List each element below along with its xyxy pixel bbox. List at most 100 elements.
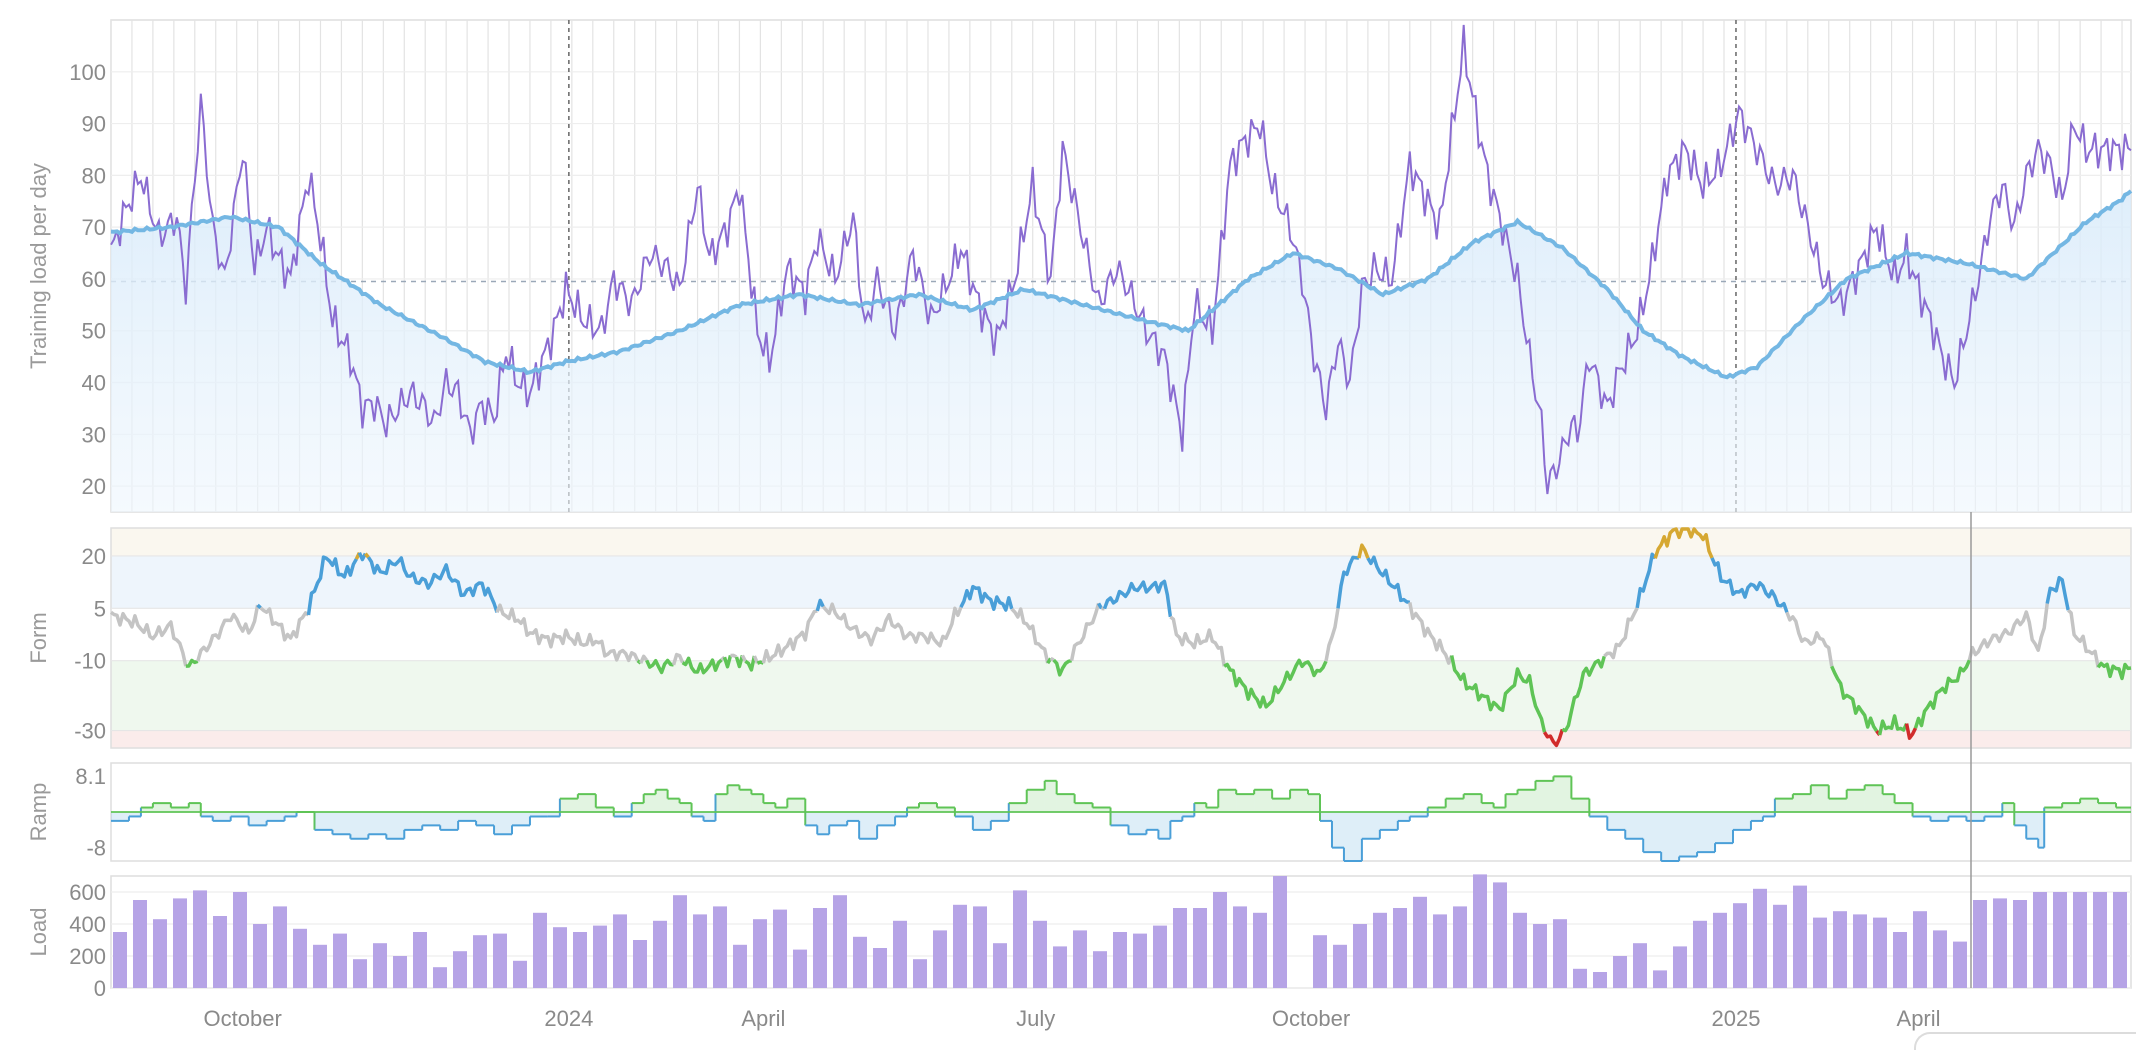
ramp-area-step — [595, 807, 614, 812]
weekly-load-bar — [2013, 900, 2027, 988]
ramp-area-step — [1762, 812, 1775, 817]
bars-y-axis-label: Load — [26, 908, 51, 957]
load-y-tick: 80 — [82, 163, 106, 188]
ramp-area-step — [1182, 812, 1195, 817]
ramp-area-step — [494, 812, 513, 835]
weekly-load-bar — [873, 948, 887, 988]
form-line-segment — [256, 603, 262, 610]
weekly-load-bar — [493, 933, 507, 988]
ramp-area-step — [1864, 785, 1883, 812]
weekly-load-bar — [853, 936, 867, 988]
weekly-load-bar — [1913, 911, 1927, 988]
ramp-area-step — [1158, 812, 1171, 839]
ramp-area-step — [727, 785, 740, 812]
weekly-load-bar — [573, 932, 587, 988]
weekly-load-bar — [1873, 917, 1887, 988]
weekly-load-bar — [1153, 925, 1167, 988]
form-line-segment — [959, 584, 1014, 612]
ramp-area-step — [643, 794, 656, 812]
ramp-area-step — [1110, 812, 1129, 826]
bars-y-tick: 0 — [94, 976, 106, 1001]
weekly-load-bar — [813, 908, 827, 988]
weekly-load-bar — [2053, 892, 2067, 988]
ramp-area-step — [1930, 812, 1949, 821]
bars-y-tick: 200 — [69, 944, 106, 969]
weekly-load-bar — [1673, 946, 1687, 988]
ramp-area-step — [1625, 812, 1644, 839]
ramp-area-step — [990, 812, 1009, 821]
ramp-area-step — [152, 803, 171, 812]
weekly-load-bar — [393, 956, 407, 988]
ramp-area-step — [631, 803, 644, 812]
bars-y-tick: 400 — [69, 912, 106, 937]
weekly-load-bar — [1613, 956, 1627, 988]
weekly-load-bar — [1133, 933, 1147, 988]
form-line-segment — [357, 551, 367, 562]
ramp-area-step — [1774, 798, 1793, 812]
weekly-load-bar — [473, 935, 487, 988]
weekly-load-bar — [793, 949, 807, 988]
form-line-segment — [1603, 607, 1639, 660]
form-line-segment — [1357, 543, 1370, 559]
ramp-area-step — [1409, 812, 1428, 817]
form-line-segment — [1049, 656, 1055, 662]
ramp-area-step — [458, 812, 477, 821]
form-line-segment — [2045, 575, 2070, 611]
weekly-load-bar — [733, 944, 747, 988]
ramp-area-step — [829, 812, 848, 826]
form-y-tick: -10 — [74, 649, 106, 674]
form-line-segment — [364, 552, 370, 559]
ramp-area-step — [667, 798, 680, 812]
weekly-load-bar — [973, 906, 987, 988]
ramp-area-step — [1984, 812, 2003, 817]
form-line-segment — [730, 653, 738, 659]
weekly-load-bar — [413, 932, 427, 988]
weekly-load-bar — [333, 933, 347, 988]
ramp-area-step — [1750, 812, 1763, 821]
ramp-area-step — [655, 789, 668, 812]
weekly-load-bar — [653, 920, 667, 988]
ramp-area-step — [1715, 812, 1733, 844]
daily-load-line — [110, 24, 2132, 495]
ramp-area-step — [859, 812, 878, 839]
ramp-area-step — [1948, 812, 1967, 817]
ramp-area-step — [1361, 812, 1380, 839]
weekly-load-bar — [1493, 882, 1507, 988]
ramp-area-step — [1894, 803, 1913, 812]
ramp-y-tick: 8.1 — [75, 764, 106, 789]
ramp-area-step — [691, 812, 704, 817]
ramp-area-step — [1218, 789, 1237, 812]
weekly-load-bar — [1273, 876, 1287, 988]
ramp-area-step — [404, 812, 423, 830]
form-line-segment — [196, 604, 260, 662]
form-line-segment — [734, 654, 745, 669]
ramp-area-step — [529, 812, 548, 817]
load-y-tick: 50 — [82, 319, 106, 344]
weekly-load-bar — [2073, 892, 2087, 988]
ramp-area-step — [1697, 812, 1716, 853]
ramp-area-step — [2002, 803, 2015, 812]
weekly-load-bar — [233, 892, 247, 988]
ramp-area-step — [1966, 812, 1985, 821]
weekly-load-bar — [1093, 951, 1107, 988]
form-zone-optimal — [111, 660, 2131, 731]
form-line-segment — [109, 610, 188, 667]
weekly-load-bar — [1773, 904, 1787, 988]
ramp-area-step — [559, 798, 578, 812]
weekly-load-bar — [1653, 970, 1667, 988]
ramp-area-step — [1044, 780, 1057, 812]
weekly-load-bar — [433, 967, 447, 988]
form-line-segment — [1830, 665, 1879, 732]
form-line-segment — [1366, 555, 1411, 605]
form-line-segment — [1543, 728, 1565, 748]
form-line-segment — [2096, 661, 2132, 681]
x-axis-label: July — [1016, 1006, 1055, 1031]
ramp-area-step — [368, 812, 387, 835]
ramp-area-step — [703, 812, 716, 821]
ramp-area-step — [1308, 794, 1321, 812]
form-y-axis-label: Form — [26, 612, 51, 663]
load-y-tick: 60 — [82, 267, 106, 292]
ramp-area-step — [284, 812, 297, 817]
form-line-segment — [2067, 608, 2100, 668]
ramp-area-step — [422, 812, 441, 826]
